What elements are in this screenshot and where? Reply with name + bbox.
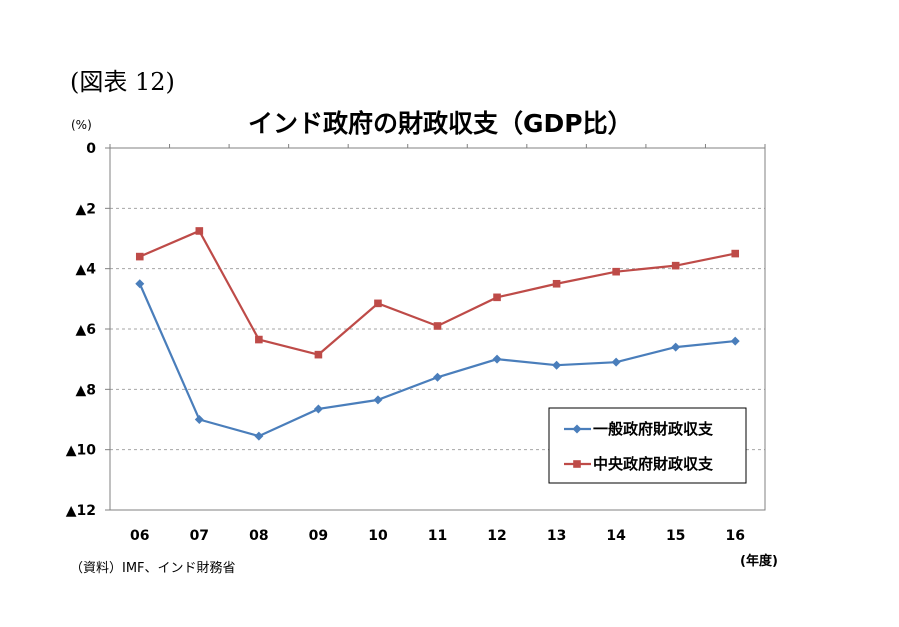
data-point-square bbox=[374, 299, 382, 308]
x-tick-label: 15 bbox=[666, 528, 685, 544]
y-axis-unit: (%) bbox=[71, 118, 92, 132]
chart-title: インド政府の財政収支（GDP比） bbox=[248, 109, 633, 138]
source-note: （資料）IMF、インド財務省 bbox=[70, 561, 236, 576]
data-point-diamond bbox=[313, 404, 323, 414]
data-point-square bbox=[314, 350, 323, 359]
data-point-square bbox=[552, 279, 561, 288]
y-tick-label: ▲12 bbox=[66, 503, 96, 519]
data-point-square bbox=[731, 249, 740, 258]
x-tick-label: 11 bbox=[428, 528, 447, 544]
x-tick-label: 10 bbox=[368, 528, 388, 544]
legend-label: 中央政府財政収支 bbox=[593, 455, 714, 473]
data-point-diamond bbox=[433, 372, 442, 382]
data-point-square bbox=[493, 293, 501, 302]
legend-label: 一般政府財政収支 bbox=[593, 420, 714, 438]
x-tick-label: 16 bbox=[725, 528, 744, 544]
x-tick-label: 09 bbox=[309, 528, 328, 544]
data-point-diamond bbox=[611, 357, 621, 367]
series-line-2 bbox=[139, 229, 736, 356]
legend-box bbox=[548, 407, 747, 484]
data-point-square bbox=[135, 252, 144, 261]
data-point-diamond bbox=[552, 360, 562, 370]
data-point-diamond bbox=[671, 342, 681, 352]
x-tick-label: 13 bbox=[547, 528, 566, 544]
data-point-square bbox=[255, 335, 263, 344]
data-point-diamond bbox=[135, 279, 145, 289]
data-point-square bbox=[671, 261, 680, 270]
y-tick-label: ▲2 bbox=[75, 201, 96, 217]
data-point-square bbox=[195, 227, 204, 235]
x-tick-label: 06 bbox=[130, 528, 149, 544]
data-point-square bbox=[612, 267, 620, 276]
figure-label: (図表 12) bbox=[70, 68, 175, 96]
data-point-diamond bbox=[254, 431, 264, 441]
x-tick-label: 12 bbox=[487, 528, 506, 544]
y-tick-label: ▲8 bbox=[75, 382, 96, 398]
data-point-diamond bbox=[194, 415, 204, 424]
x-axis-unit: (年度) bbox=[740, 554, 778, 569]
y-tick-label: ▲10 bbox=[66, 443, 97, 459]
y-tick-label: ▲6 bbox=[75, 322, 96, 338]
y-tick-label: ▲4 bbox=[75, 262, 96, 278]
legend-marker-square bbox=[573, 460, 581, 468]
legend-marker-diamond bbox=[572, 424, 582, 434]
x-tick-label: 07 bbox=[190, 528, 209, 544]
x-tick-label: 08 bbox=[249, 528, 268, 544]
data-point-diamond bbox=[730, 336, 740, 346]
plot-area-border bbox=[109, 147, 766, 511]
y-tick-label: 0 bbox=[86, 141, 96, 157]
data-point-diamond bbox=[492, 354, 502, 364]
data-point-diamond bbox=[373, 395, 383, 405]
x-tick-label: 14 bbox=[606, 528, 626, 544]
data-point-square bbox=[433, 322, 442, 330]
